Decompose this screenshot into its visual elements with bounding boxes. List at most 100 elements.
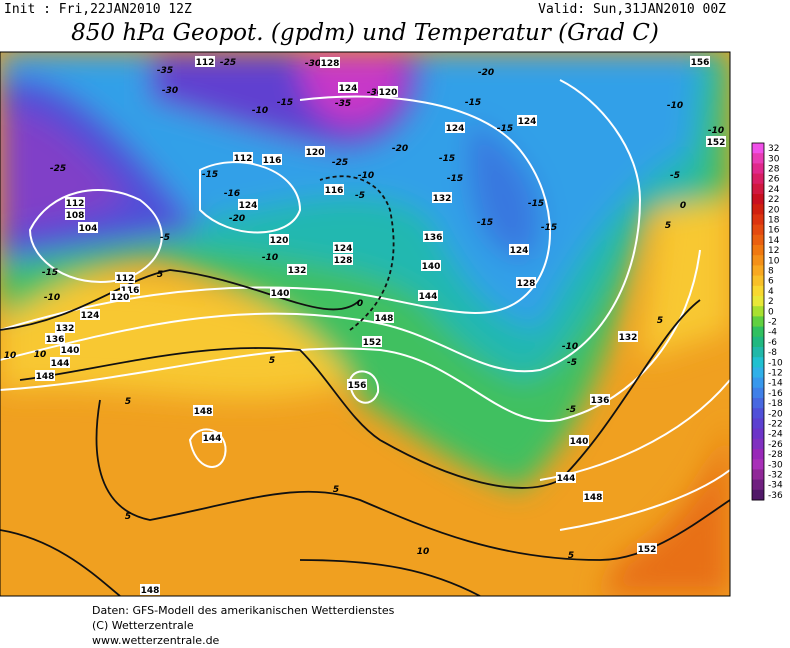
colorbar-label: 12 [768,246,779,256]
colorbar-swatch [752,398,764,409]
temperature-label: -5 [160,233,170,243]
label-box [690,56,710,67]
colorbar-swatch [752,357,764,368]
temperature-label: 5 [125,397,131,407]
geopotential-label: 132 [288,266,307,276]
geopotential-label: 128 [517,279,536,289]
geopotential-label: 140 [271,289,290,299]
geopotential-label: 124 [239,201,258,211]
colorbar-label: -12 [768,369,783,379]
footer-line: Daten: GFS-Modell des amerikanischen Wet… [92,604,395,617]
label-box [65,197,85,208]
temperature-label: 5 [269,356,275,366]
geopotential-label: 136 [591,396,610,406]
colorbar-swatch [752,296,764,307]
label-box [269,234,289,245]
colorbar-label: -30 [768,460,783,470]
geopotential-label: 140 [422,262,441,272]
temperature-label: -30 [162,86,178,96]
colorbar-swatch [752,183,764,195]
label-box [378,86,398,97]
geopotential-label: 136 [424,233,443,243]
colorbar-swatch [752,173,764,185]
colorbar-swatch [752,163,764,175]
temperature-label: -25 [50,164,66,174]
temperature-label: -10 [667,101,683,111]
colorbar-label: -8 [768,348,777,358]
map-frame [0,51,731,597]
colorbar-swatch [752,336,764,348]
temperature-label: -15 [42,268,58,278]
colorbar-swatch [752,326,764,338]
colorbar-label: -10 [768,358,783,368]
label-box [445,122,465,133]
colorbar-label: -32 [768,471,783,481]
temperature-label: -5 [670,171,680,181]
temperature-label: 10 [417,547,430,557]
colorbar-label: -20 [768,409,783,419]
label-box [238,199,258,210]
geopotential-label: 132 [619,333,638,343]
valid-time: Valid: Sun,31JAN2010 00Z [538,2,726,17]
colorbar-swatch [752,265,764,277]
label-box [421,260,441,271]
geopotential-label: 140 [570,437,589,447]
colorbar-label: -34 [768,481,783,491]
geopotential-label: 148 [194,407,213,417]
label-box [60,344,80,355]
colorbar-label: -14 [768,379,783,389]
colorbar-label: 0 [768,307,774,317]
geopotential-label: 132 [56,324,75,334]
label-box [202,432,222,443]
temperature-label: -10 [262,253,278,263]
colorbar-swatch [752,255,764,266]
colorbar-label: 16 [768,226,780,236]
colorbar-swatch [752,408,764,419]
label-box [362,336,382,347]
temperature-label: -15 [277,98,293,108]
colorbar-swatch [752,438,764,450]
label-box [262,154,282,165]
geopotential-label: 148 [375,314,394,324]
colorbar-label: 20 [768,205,780,215]
label-box [516,277,536,288]
label-box [324,184,344,195]
temperature-label: -10 [562,342,578,352]
temperature-label: -20 [229,214,245,224]
temperature-label: -5 [355,191,365,201]
label-box [569,435,589,446]
geopotential-label: 148 [584,493,603,503]
label-box [432,192,452,203]
temperature-label: -30 [305,59,321,69]
temperature-label: -25 [332,158,348,168]
temperature-label: 10 [4,351,17,361]
temperature-label: -35 [157,66,173,76]
geopotential-label: 152 [363,338,382,348]
label-box [509,244,529,255]
label-box [423,231,443,242]
temperature-label: -10 [708,126,724,136]
colorbar-label: 22 [768,195,779,205]
colorbar-swatch [752,489,764,501]
colorbar-label: 4 [768,287,774,297]
colorbar-swatch [752,387,764,399]
label-box [287,264,307,275]
colorbar-label: -22 [768,420,783,430]
temperature-label: -10 [358,171,374,181]
label-box [193,405,213,416]
colorbar-swatch [752,479,764,491]
label-box [233,152,253,163]
label-box [120,284,140,295]
geopotential-label: 124 [510,246,529,256]
colorbar-swatch [752,153,764,164]
label-box [110,291,130,302]
colorbar-label: -26 [768,440,783,450]
label-box [80,309,100,320]
colorbar-swatch [752,194,764,205]
label-box [115,272,135,283]
geopotential-label: 120 [306,148,325,158]
colorbar-label: 6 [768,277,774,287]
colorbar-label: -36 [768,491,783,501]
